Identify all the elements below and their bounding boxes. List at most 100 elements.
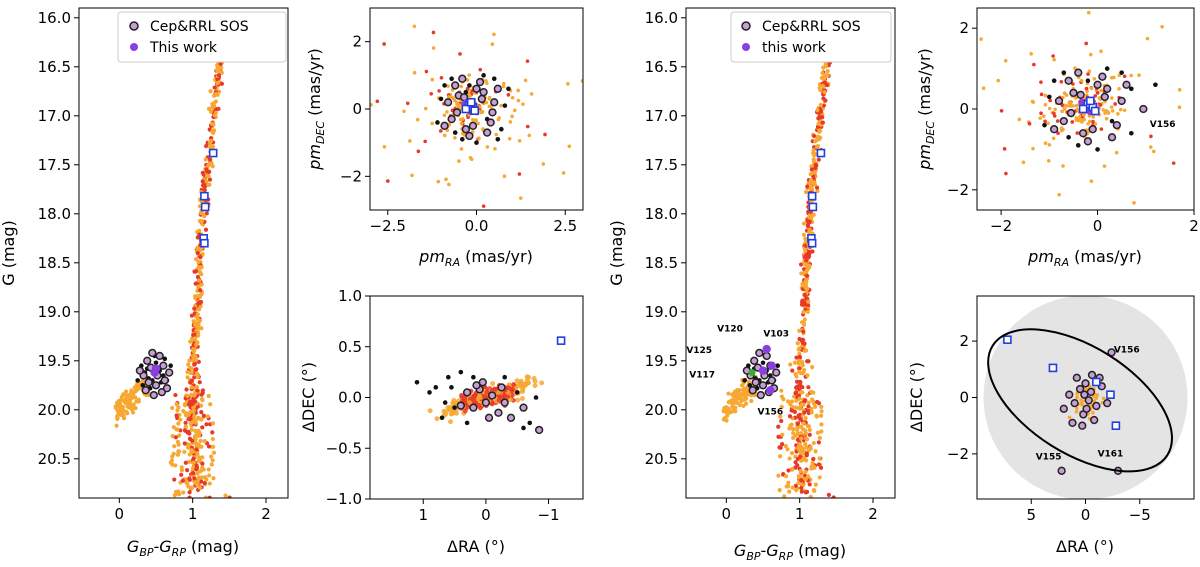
black-point	[467, 83, 472, 88]
field-star	[502, 174, 507, 179]
field-star	[196, 458, 201, 464]
member-point	[1066, 108, 1076, 118]
field-star	[445, 110, 449, 114]
field-star	[187, 358, 192, 363]
member-point	[1065, 390, 1074, 399]
field-star	[501, 81, 506, 86]
member-point	[472, 381, 481, 390]
black-point	[435, 120, 440, 125]
field-star	[211, 450, 217, 455]
field-star	[1099, 49, 1103, 54]
field-star	[485, 145, 490, 149]
field-star	[813, 449, 818, 454]
y-tick-label: 0	[959, 100, 969, 118]
field-star	[190, 470, 196, 476]
field-star	[803, 428, 808, 433]
field-star	[808, 172, 813, 177]
field-star	[197, 485, 203, 491]
field-star	[808, 494, 813, 498]
field-star	[1051, 54, 1055, 58]
member-point	[762, 351, 771, 361]
field-star	[1089, 179, 1094, 183]
blue-square	[1092, 377, 1101, 387]
member-point	[1083, 137, 1093, 146]
field-star	[197, 269, 202, 274]
field-star	[423, 139, 427, 144]
field-star	[382, 42, 386, 46]
field-star	[815, 145, 820, 150]
field-star	[207, 495, 212, 498]
black-point	[527, 420, 533, 426]
field-star	[180, 478, 185, 483]
field-star	[453, 135, 457, 140]
field-star	[193, 391, 198, 396]
field-star	[478, 67, 483, 72]
field-star	[779, 388, 784, 393]
member-point	[767, 376, 776, 385]
field-star	[808, 186, 813, 191]
black-point	[433, 385, 439, 390]
field-star	[814, 413, 819, 418]
field-star	[185, 393, 190, 399]
field-star	[1091, 119, 1095, 124]
black-point	[1153, 82, 1158, 88]
field-star	[197, 380, 202, 385]
field-star	[802, 270, 807, 275]
field-star	[780, 432, 785, 437]
member-point	[1082, 404, 1091, 413]
cmd-left-xlabel: GBP-GRP (mag)	[127, 537, 239, 559]
field-star	[198, 403, 204, 408]
field-star	[820, 83, 826, 88]
field-star	[1002, 147, 1007, 151]
field-star	[446, 84, 450, 88]
black-point	[135, 378, 140, 383]
field-star	[445, 404, 451, 410]
field-star	[182, 441, 187, 446]
field-star	[807, 220, 812, 225]
black-point	[168, 363, 173, 369]
field-star	[130, 410, 136, 415]
tidal-ellipse	[987, 328, 1173, 473]
field-star	[459, 121, 464, 126]
field-star	[206, 182, 211, 188]
field-star	[1046, 159, 1051, 163]
field-star	[198, 255, 203, 260]
field-star	[809, 410, 814, 415]
field-star	[199, 265, 204, 270]
member-point	[135, 366, 145, 375]
field-star	[1122, 108, 1127, 113]
blue-square	[200, 238, 209, 248]
member-point	[1107, 133, 1117, 142]
field-star	[804, 445, 809, 450]
member-point	[1069, 88, 1078, 97]
field-star	[794, 374, 799, 379]
member-point	[456, 401, 465, 410]
field-star	[508, 120, 513, 124]
field-star	[183, 424, 188, 429]
field-star	[1106, 111, 1111, 115]
member-point	[758, 381, 768, 390]
field-star	[199, 326, 204, 331]
field-star	[199, 417, 204, 422]
field-star	[208, 109, 214, 114]
field-star	[520, 387, 526, 393]
field-star	[517, 172, 522, 176]
field-star	[415, 117, 420, 122]
field-star	[1082, 214, 1086, 218]
field-star	[1043, 141, 1048, 146]
field-star	[1114, 150, 1119, 155]
black-point	[449, 385, 454, 390]
field-star	[1053, 107, 1057, 112]
field-star	[183, 420, 188, 426]
member-point	[750, 356, 759, 365]
field-star	[419, 0, 423, 2]
black-point	[502, 374, 507, 380]
field-star	[800, 385, 805, 390]
field-star	[802, 341, 807, 346]
member-point	[475, 77, 485, 87]
member-point	[160, 376, 169, 385]
field-star	[476, 121, 480, 126]
field-star	[416, 149, 421, 154]
field-star	[210, 164, 215, 169]
